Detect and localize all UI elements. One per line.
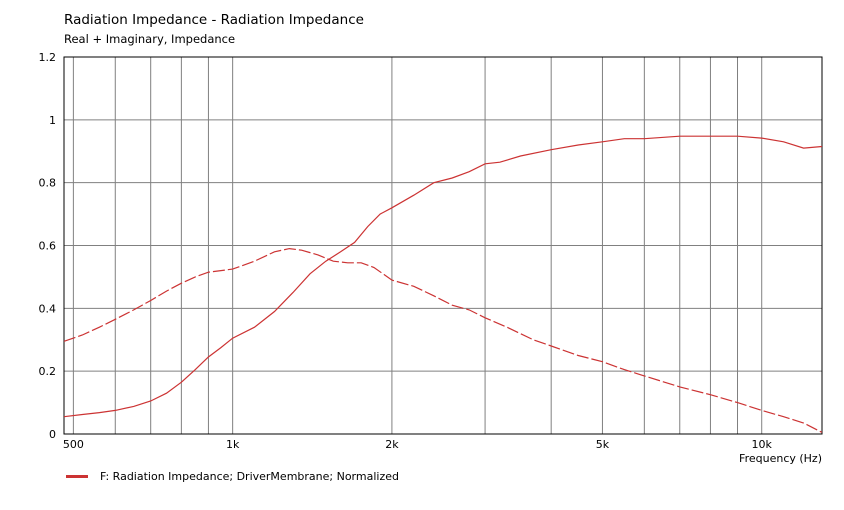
x-tick-label: 5k	[596, 438, 610, 451]
chart-title: Radiation Impedance - Radiation Impedanc…	[64, 12, 364, 28]
x-tick-label: 500	[63, 438, 84, 451]
series-line-solid	[63, 135, 823, 418]
legend: F: Radiation Impedance; DriverMembrane; …	[66, 470, 399, 483]
y-tick-label: 1.2	[39, 51, 57, 64]
legend-swatch	[66, 475, 88, 478]
y-tick-label: 0	[49, 428, 56, 441]
legend-label: F: Radiation Impedance; DriverMembrane; …	[100, 470, 399, 483]
x-tick-label: 10k	[752, 438, 773, 451]
y-tick-label: 0.4	[39, 302, 57, 315]
plot-frame	[63, 56, 823, 435]
chart-subtitle: Real + Imaginary, Impedance	[64, 32, 236, 46]
y-tick-label: 0.2	[39, 365, 57, 378]
y-tick-label: 1	[49, 114, 56, 127]
y-tick-label: 0.8	[39, 177, 57, 190]
x-tick-label: 2k	[385, 438, 399, 451]
x-tick-label: 1k	[226, 438, 240, 451]
x-axis-label: Frequency (Hz)	[739, 452, 822, 465]
y-tick-label: 0.6	[39, 240, 57, 253]
series-line-dashed	[63, 247, 823, 433]
